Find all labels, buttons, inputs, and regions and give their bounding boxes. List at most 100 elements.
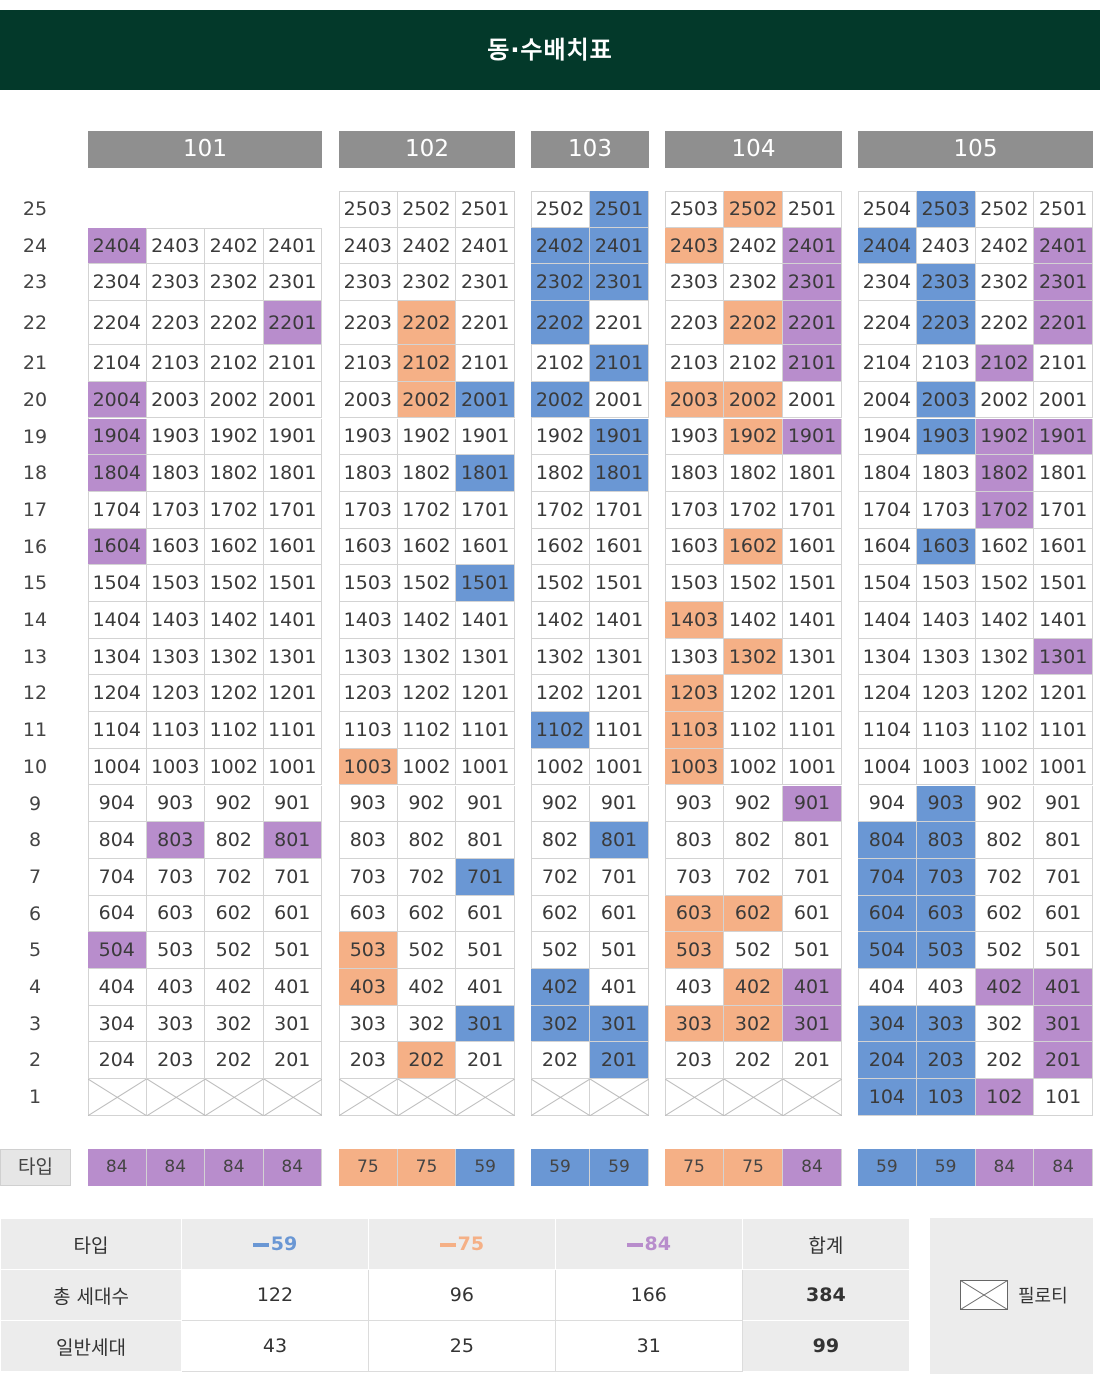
unit-cell: 1801	[1034, 455, 1093, 492]
unit-cell: 1603	[665, 528, 724, 566]
unit-cell: 602	[205, 895, 264, 933]
unit-cell: 1904	[858, 418, 917, 456]
unit-cell: 701	[263, 858, 322, 896]
unit-cell: 2103	[665, 345, 724, 382]
unit-cell: 1801	[263, 455, 322, 492]
unit-cell: 2501	[590, 191, 649, 228]
unit-cell: 1002	[531, 748, 590, 786]
floor-label: 15	[22, 572, 48, 595]
unit-cell: 2001	[263, 381, 322, 419]
unit-cell: 2102	[205, 345, 264, 382]
unit-cell: 1301	[590, 638, 649, 676]
unit-cell: 1001	[1034, 748, 1093, 786]
unit-cell: 804	[858, 822, 917, 859]
unit-cell: 1301	[263, 638, 322, 676]
unit-cell: 2303	[146, 264, 205, 302]
unit-cell: 1002	[724, 748, 783, 786]
unit-cell: 1001	[590, 748, 649, 786]
unit-cell: 501	[590, 932, 649, 969]
unit-cell: 602	[531, 895, 590, 933]
unit-cell: 1103	[916, 712, 976, 749]
unit-cell: 1401	[456, 602, 515, 639]
unit-cell: 2104	[858, 345, 917, 382]
unit-cell: 803	[916, 822, 976, 859]
piloti-cell	[339, 1079, 398, 1116]
unit-cell: 2402	[531, 227, 590, 265]
unit-cell: 901	[1034, 785, 1093, 823]
piloti-cell	[205, 1079, 264, 1116]
unit-cell: 602	[397, 895, 457, 933]
unit-cell: 404	[858, 969, 917, 1006]
unit-cell: 1303	[339, 638, 398, 676]
unit-cell: 1903	[339, 418, 398, 456]
unit-cell: 2403	[339, 227, 398, 265]
unit-cell: 603	[339, 895, 398, 933]
unit-cell: 802	[975, 822, 1035, 859]
unit-cell: 1302	[205, 638, 264, 676]
building-header-105: 105	[858, 131, 1093, 168]
floor-label: 8	[28, 829, 42, 852]
unit-cell: 302	[724, 1005, 783, 1043]
unit-cell: 1201	[590, 675, 649, 713]
unit-cell: 2002	[531, 381, 590, 419]
unit-cell: 202	[975, 1042, 1035, 1080]
unit-cell: 602	[724, 895, 783, 933]
unit-cell: 1901	[590, 418, 649, 456]
unit-cell: 2004	[858, 381, 917, 419]
unit-cell: 2104	[88, 345, 147, 382]
unit-cell: 901	[590, 785, 649, 823]
unit-cell: 601	[263, 895, 322, 933]
unit-cell: 1003	[916, 748, 976, 786]
unit-cell: 1203	[339, 675, 398, 713]
unit-cell: 401	[783, 969, 842, 1006]
unit-cell: 601	[590, 895, 649, 933]
unit-cell: 601	[1034, 895, 1093, 933]
unit-cell: 1503	[339, 565, 398, 602]
unit-cell: 1101	[456, 712, 515, 749]
unit-cell: 2101	[456, 345, 515, 382]
unit-cell: 301	[783, 1005, 842, 1043]
floor-label: 5	[28, 939, 42, 962]
unit-cell: 1302	[397, 638, 457, 676]
unit-cell: 1901	[783, 418, 842, 456]
unit-cell: 402	[397, 969, 457, 1006]
unit-cell: 1201	[263, 675, 322, 713]
unit-cell: 101	[1034, 1079, 1093, 1116]
floor-label: 6	[28, 902, 42, 925]
unit-cell: 2402	[205, 227, 264, 265]
unit-cell: 602	[975, 895, 1035, 933]
unit-cell: 901	[263, 785, 322, 823]
unit-cell: 1902	[397, 418, 457, 456]
unit-cell: 1203	[665, 675, 724, 713]
floor-label: 1	[28, 1086, 42, 1109]
unit-cell: 2102	[724, 345, 783, 382]
floor-label: 4	[28, 976, 42, 998]
unit-cell: 202	[205, 1042, 264, 1080]
summary-value: 96	[367, 1269, 556, 1321]
unit-cell: 1101	[1034, 712, 1093, 749]
unit-cell: 803	[146, 822, 205, 859]
unit-cell: 302	[975, 1005, 1035, 1043]
type-row-label: 타입	[0, 1149, 71, 1186]
unit-cell: 2101	[590, 345, 649, 382]
unit-cell: 502	[205, 932, 264, 969]
unit-cell: 1501	[263, 565, 322, 602]
unit-cell: 303	[146, 1005, 205, 1043]
summary-header-row: 타입 59 75 84 합계	[0, 1218, 911, 1270]
piloti-cell	[665, 1079, 724, 1116]
unit-cell: 804	[88, 822, 147, 859]
unit-cell: 201	[263, 1042, 322, 1080]
unit-cell: 2303	[916, 264, 976, 302]
unit-cell: 702	[531, 858, 590, 896]
unit-cell: 1403	[665, 602, 724, 639]
unit-cell: 1201	[456, 675, 515, 713]
unit-cell: 601	[783, 895, 842, 933]
floor-label: 22	[22, 312, 48, 335]
unit-cell: 2301	[456, 264, 515, 302]
floor-label: 16	[22, 535, 48, 558]
unit-cell: 304	[88, 1005, 147, 1043]
unit-cell: 1003	[146, 748, 205, 786]
unit-cell: 1101	[783, 712, 842, 749]
unit-cell: 1402	[205, 602, 264, 639]
unit-cell: 501	[1034, 932, 1093, 969]
